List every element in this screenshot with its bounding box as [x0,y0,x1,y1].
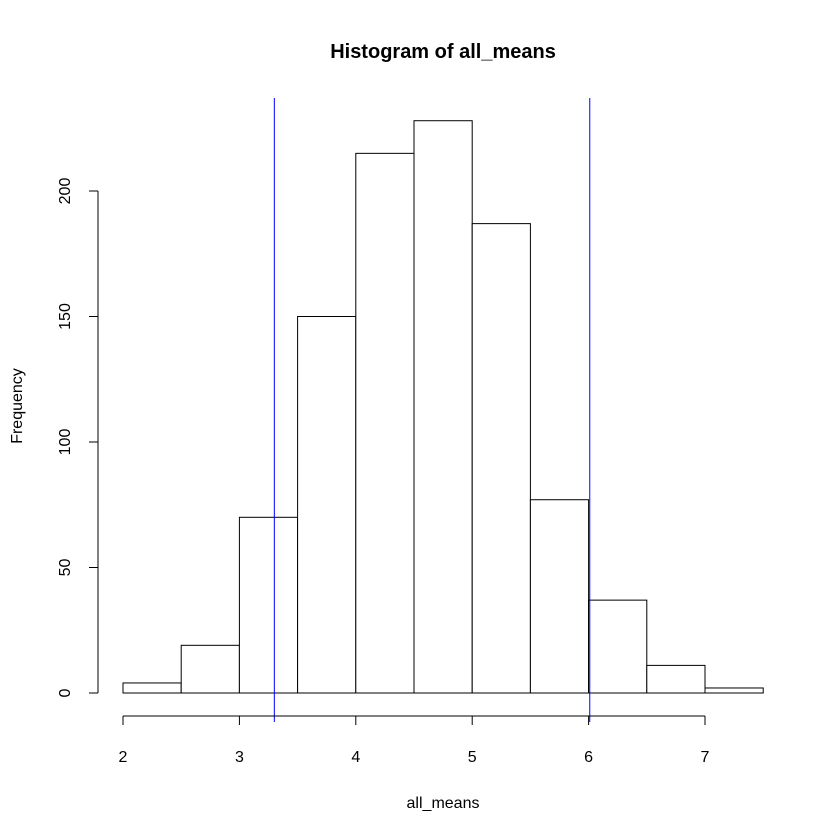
y-axis: 0 50 100 150 200 [57,178,99,697]
x-tick-label-0: 2 [119,749,128,766]
histogram-bar-4 [355,152,415,694]
x-tick-label-5: 7 [701,749,710,766]
reference-lines [273,98,591,722]
x-tick-label-1: 3 [235,749,244,766]
histogram-bar-6 [471,223,531,694]
histogram-bar-2 [238,516,299,694]
histogram-bar-8 [588,599,648,694]
x-tick-label-2: 4 [351,749,360,766]
y-tick-label-4: 200 [57,178,74,205]
x-tick-label-3: 5 [468,749,477,766]
histogram-bar-3 [297,316,357,694]
histogram-bar-1 [180,644,240,694]
histogram-bar-10 [704,687,764,694]
x-axis-label: all_means [407,795,480,812]
y-tick-label-3: 150 [57,303,74,330]
y-axis-label: Frequency [9,368,26,444]
histogram-bar-0 [122,682,182,694]
histogram-bar-7 [529,499,590,694]
histogram-bar-9 [646,664,706,694]
x-axis: 2 3 4 5 6 7 [119,715,710,766]
y-tick-label-0: 0 [57,688,74,697]
histogram-bar-5 [413,120,473,694]
chart-title: Histogram of all_means [330,41,556,63]
y-tick-label-2: 100 [57,429,74,456]
histogram-bars [122,120,764,694]
y-tick-label-1: 50 [57,559,74,577]
x-tick-label-4: 6 [584,749,593,766]
